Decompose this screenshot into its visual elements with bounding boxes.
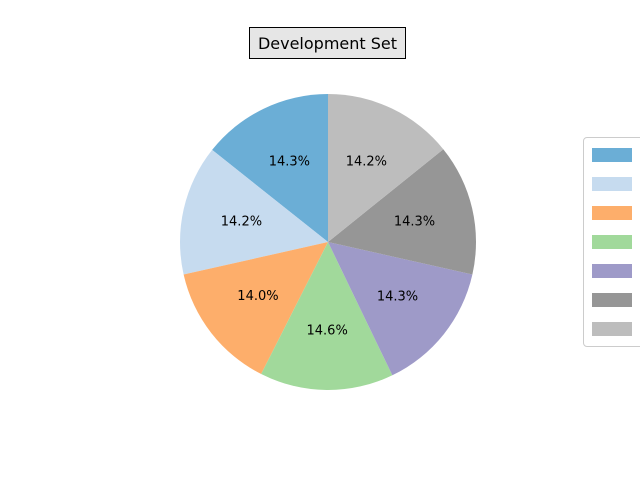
pie-slice-7: [328, 94, 444, 242]
slice-percent-label-7: 14.2%: [346, 154, 387, 169]
pie-slice-3: [183, 242, 328, 375]
legend: [583, 137, 640, 347]
pie-slice-2: [179, 149, 328, 275]
legend-swatch-2: [592, 177, 632, 191]
chart-title: Development Set: [249, 27, 406, 59]
legend-swatch-5: [592, 264, 632, 278]
legend-swatch-6: [592, 293, 632, 307]
pie-percent-labels: 14.3% 14.2% 14.0% 14.6% 14.3% 14.3% 14.2%: [221, 154, 435, 338]
slice-percent-label-5: 14.3%: [377, 290, 418, 305]
legend-swatch-4: [592, 235, 632, 249]
slice-percent-label-4: 14.6%: [307, 323, 348, 338]
legend-swatch-1: [592, 148, 632, 162]
pie-slice-4: [261, 242, 393, 390]
legend-swatch-3: [592, 206, 632, 220]
legend-swatch-7: [592, 322, 632, 336]
pie-slices: [179, 94, 476, 390]
pie-slice-1: [212, 94, 328, 242]
slice-percent-label-2: 14.2%: [221, 215, 262, 230]
pie-slice-6: [328, 149, 476, 275]
slice-percent-label-6: 14.3%: [394, 214, 435, 229]
slice-percent-label-3: 14.0%: [237, 289, 278, 304]
pie-slice-5: [328, 242, 473, 376]
slice-percent-label-1: 14.3%: [269, 155, 310, 170]
